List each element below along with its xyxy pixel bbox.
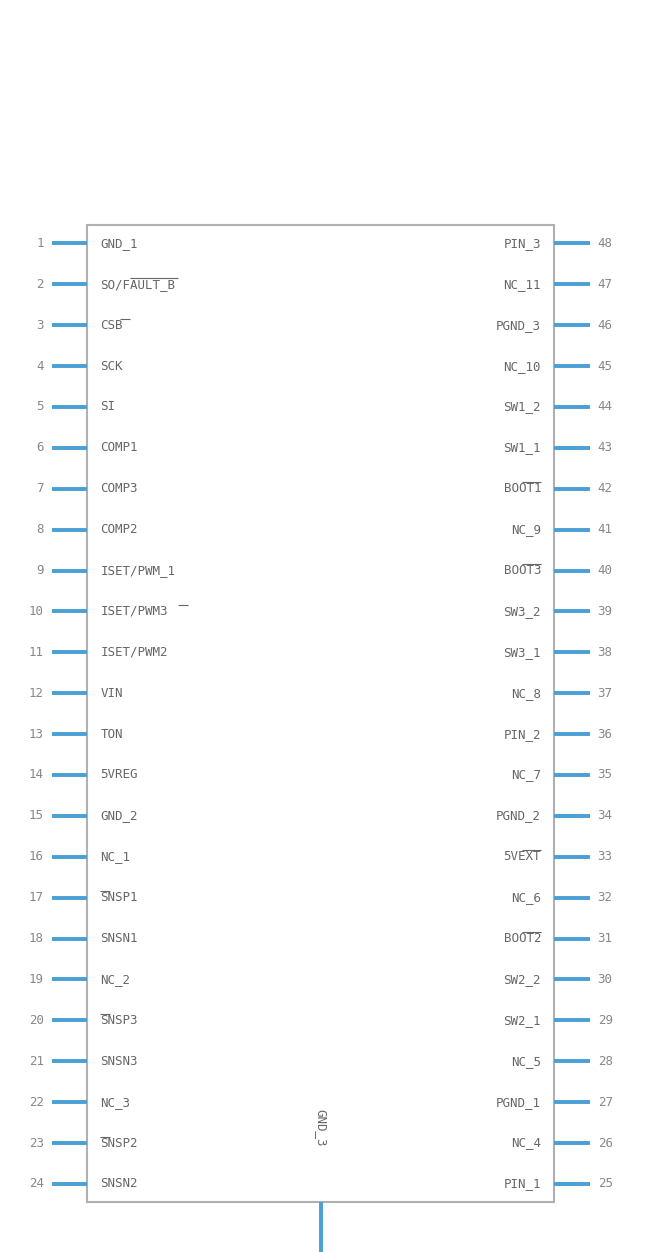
Text: NC_9: NC_9 <box>511 523 541 536</box>
Text: SI: SI <box>100 401 115 413</box>
Text: SNSN3: SNSN3 <box>100 1054 138 1068</box>
Text: GND_1: GND_1 <box>100 237 138 250</box>
Text: 3: 3 <box>36 319 44 332</box>
Text: SW3_2: SW3_2 <box>503 605 541 618</box>
Text: NC_11: NC_11 <box>503 278 541 290</box>
Text: 5: 5 <box>36 401 44 413</box>
Text: 24: 24 <box>29 1177 44 1191</box>
Text: SW1_1: SW1_1 <box>503 441 541 454</box>
Text: 43: 43 <box>597 441 612 454</box>
Text: 26: 26 <box>597 1137 612 1149</box>
Text: BOOT2: BOOT2 <box>503 931 541 945</box>
Text: 6: 6 <box>36 441 44 454</box>
Text: 22: 22 <box>29 1096 44 1108</box>
Text: BOOT3: BOOT3 <box>503 563 541 577</box>
Text: PIN_1: PIN_1 <box>503 1177 541 1191</box>
Text: PGND_1: PGND_1 <box>496 1096 541 1108</box>
Text: SNSN2: SNSN2 <box>100 1177 138 1191</box>
Text: 5VEXT: 5VEXT <box>503 850 541 864</box>
Text: SW3_1: SW3_1 <box>503 646 541 659</box>
Text: 40: 40 <box>597 563 612 577</box>
Text: PGND_3: PGND_3 <box>496 319 541 332</box>
Text: SNSP2: SNSP2 <box>100 1137 138 1149</box>
Text: CSB: CSB <box>100 319 123 332</box>
Text: 44: 44 <box>597 401 612 413</box>
Text: SW1_2: SW1_2 <box>503 401 541 413</box>
Text: 32: 32 <box>597 891 612 904</box>
Text: 47: 47 <box>597 278 612 290</box>
Text: NC_6: NC_6 <box>511 891 541 904</box>
Text: ISET/PWM_1: ISET/PWM_1 <box>100 563 176 577</box>
Text: 23: 23 <box>29 1137 44 1149</box>
Text: 14: 14 <box>29 769 44 781</box>
Text: COMP3: COMP3 <box>100 482 138 496</box>
Text: 7: 7 <box>36 482 44 496</box>
Text: 15: 15 <box>29 809 44 823</box>
Text: VIN: VIN <box>100 686 123 700</box>
Text: TON: TON <box>100 727 123 741</box>
Text: NC_5: NC_5 <box>511 1054 541 1068</box>
Text: PGND_2: PGND_2 <box>496 809 541 823</box>
Text: 10: 10 <box>29 605 44 618</box>
Text: 41: 41 <box>597 523 612 536</box>
Text: 28: 28 <box>597 1054 612 1068</box>
Text: 46: 46 <box>597 319 612 332</box>
Text: SCK: SCK <box>100 359 123 373</box>
Text: NC_3: NC_3 <box>100 1096 130 1108</box>
Text: 25: 25 <box>597 1177 612 1191</box>
Text: 39: 39 <box>597 605 612 618</box>
Text: 21: 21 <box>29 1054 44 1068</box>
Text: COMP1: COMP1 <box>100 441 138 454</box>
Text: 36: 36 <box>597 727 612 741</box>
Text: SNSP1: SNSP1 <box>100 891 138 904</box>
Text: 13: 13 <box>29 727 44 741</box>
Text: 9: 9 <box>36 563 44 577</box>
Text: 12: 12 <box>29 686 44 700</box>
Text: 42: 42 <box>597 482 612 496</box>
Text: 5VREG: 5VREG <box>100 769 138 781</box>
Text: 38: 38 <box>597 646 612 659</box>
Text: 48: 48 <box>597 237 612 250</box>
Text: 1: 1 <box>36 237 44 250</box>
Text: 34: 34 <box>597 809 612 823</box>
Text: 17: 17 <box>29 891 44 904</box>
Text: NC_1: NC_1 <box>100 850 130 864</box>
Text: 33: 33 <box>597 850 612 864</box>
Text: GND_3: GND_3 <box>314 1109 327 1147</box>
Text: ISET/PWM3: ISET/PWM3 <box>100 605 168 618</box>
Text: 20: 20 <box>29 1014 44 1027</box>
Text: 31: 31 <box>597 931 612 945</box>
Text: NC_2: NC_2 <box>100 973 130 987</box>
Text: NC_7: NC_7 <box>511 769 541 781</box>
Text: 37: 37 <box>597 686 612 700</box>
Text: 8: 8 <box>36 523 44 536</box>
Text: COMP2: COMP2 <box>100 523 138 536</box>
Text: NC_4: NC_4 <box>511 1137 541 1149</box>
Text: SW2_1: SW2_1 <box>503 1014 541 1027</box>
Text: SNSP3: SNSP3 <box>100 1014 138 1027</box>
Text: ISET/PWM2: ISET/PWM2 <box>100 646 168 659</box>
Text: 27: 27 <box>597 1096 612 1108</box>
Text: 30: 30 <box>597 973 612 987</box>
Text: 18: 18 <box>29 931 44 945</box>
Text: 16: 16 <box>29 850 44 864</box>
Text: PIN_2: PIN_2 <box>503 727 541 741</box>
Bar <box>87 225 554 1202</box>
Text: 4: 4 <box>36 359 44 373</box>
Text: NC_8: NC_8 <box>511 686 541 700</box>
Text: SO/FAULT_B: SO/FAULT_B <box>100 278 176 290</box>
Text: SNSN1: SNSN1 <box>100 931 138 945</box>
Text: NC_10: NC_10 <box>503 359 541 373</box>
Text: 35: 35 <box>597 769 612 781</box>
Text: 2: 2 <box>36 278 44 290</box>
Text: 19: 19 <box>29 973 44 987</box>
Text: 29: 29 <box>597 1014 612 1027</box>
Text: PIN_3: PIN_3 <box>503 237 541 250</box>
Text: SW2_2: SW2_2 <box>503 973 541 987</box>
Text: 11: 11 <box>29 646 44 659</box>
Text: BOOT1: BOOT1 <box>503 482 541 496</box>
Text: 45: 45 <box>597 359 612 373</box>
Text: GND_2: GND_2 <box>100 809 138 823</box>
